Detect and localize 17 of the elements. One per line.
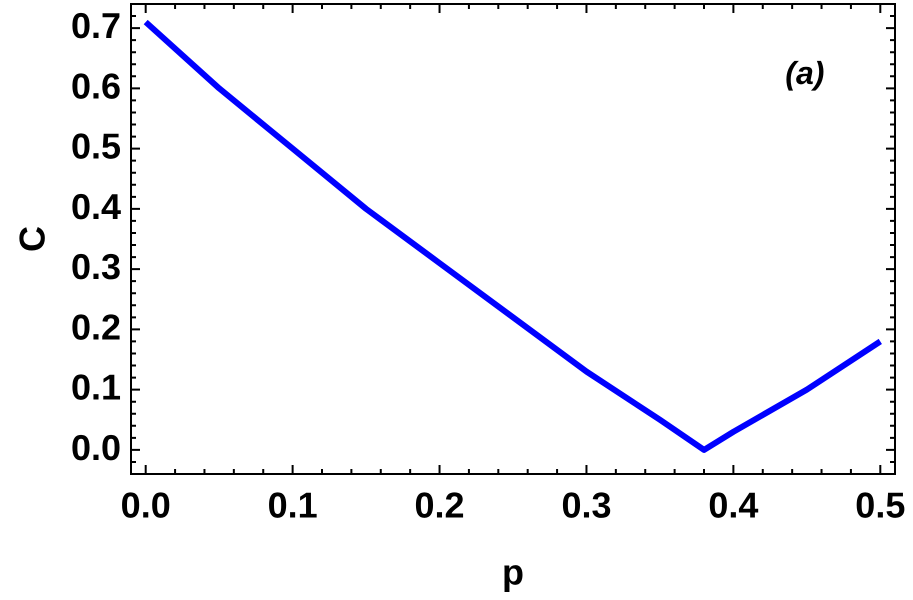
x-axis-title: p [502,551,524,592]
annotation: (a) [785,54,824,91]
y-tick-label: 0.6 [70,65,121,106]
y-tick-label: 0.3 [70,246,121,288]
y-tick-label: 0.1 [70,366,121,408]
x-tick-label: 0.4 [708,484,758,526]
x-tick-label: 0.0 [120,484,171,526]
y-tick-label: 0.4 [70,186,121,227]
x-tick-label: 0.1 [268,484,318,526]
x-tick-label: 0.3 [561,484,612,526]
x-tick-label: 0.2 [414,484,465,526]
y-tick-label: 0.5 [70,126,121,167]
x-tick-label: 0.5 [855,484,906,526]
y-tick-label: 0.0 [70,426,121,468]
y-tick-label: 0.2 [70,306,121,348]
y-tick-label: 0.7 [70,5,121,46]
y-axis-title: C [12,226,53,252]
